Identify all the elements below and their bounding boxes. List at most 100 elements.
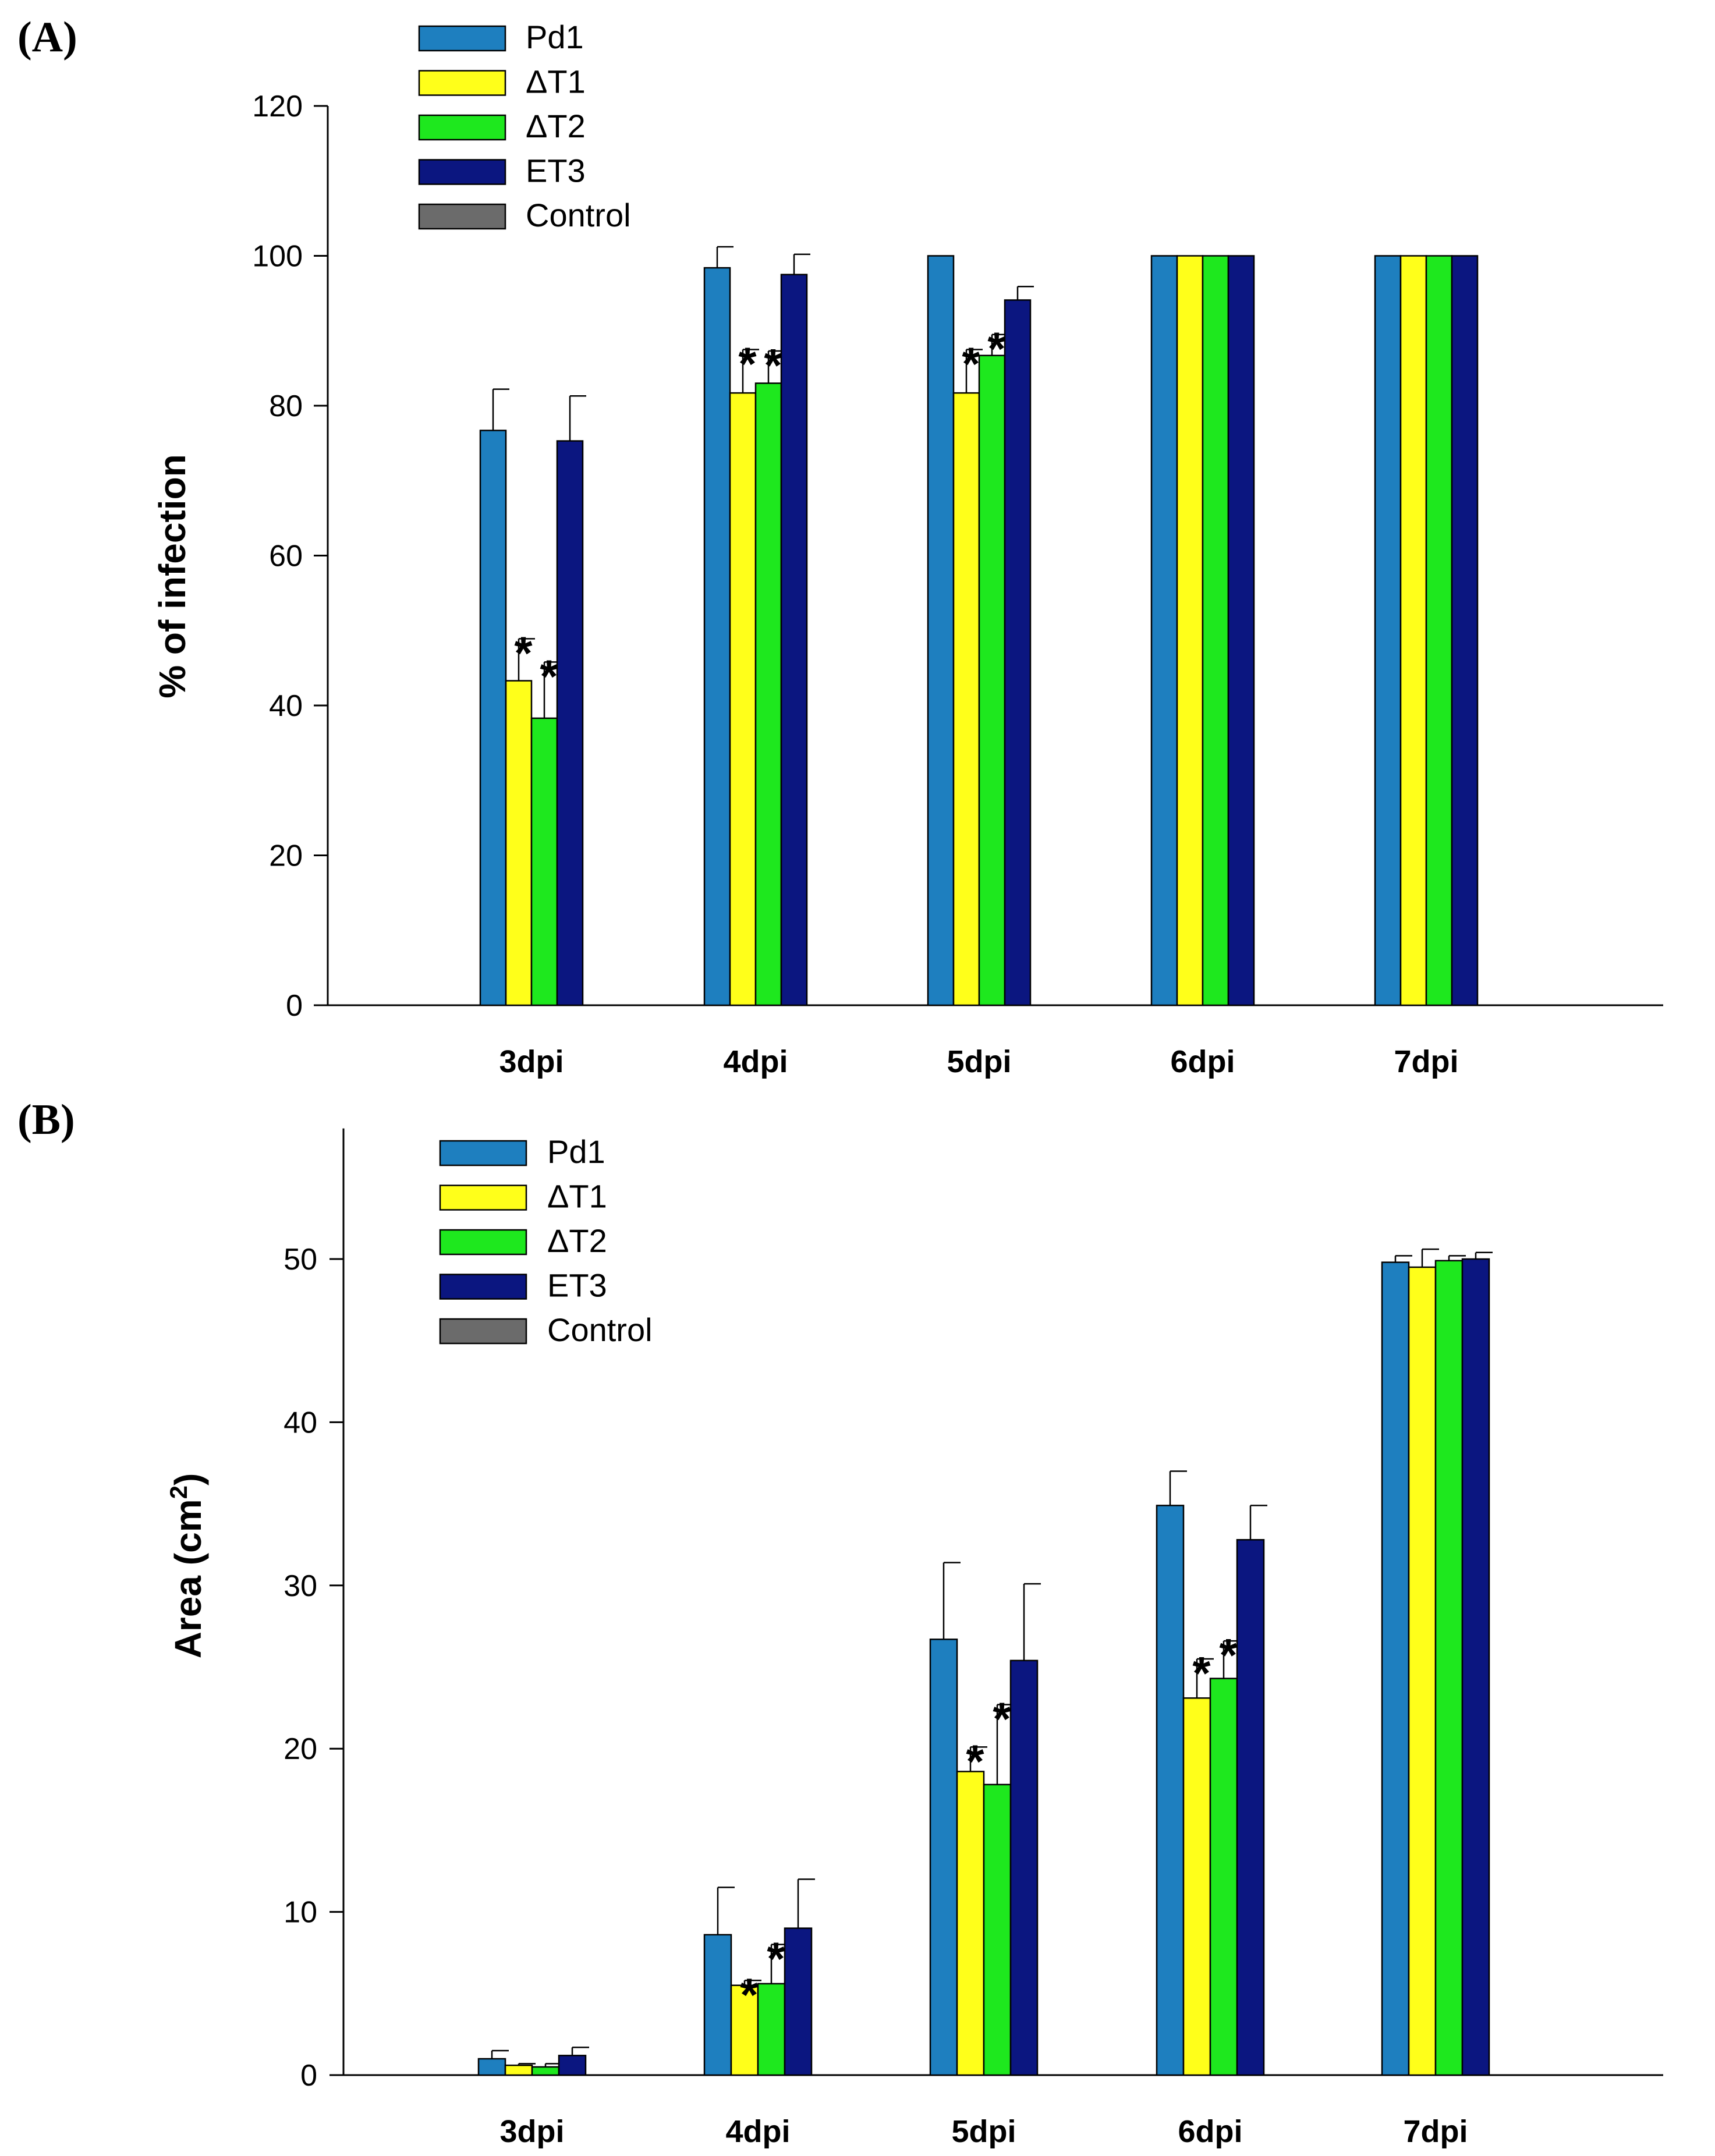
x-category-label: 3dpi bbox=[499, 1044, 564, 1079]
legend-swatch bbox=[439, 1185, 527, 1211]
y-tick-label: 120 bbox=[252, 90, 303, 123]
legend-label: Control bbox=[547, 1311, 653, 1348]
bar-pd1-7dpi bbox=[1381, 1261, 1410, 2076]
legend-swatch bbox=[439, 1140, 527, 1166]
x-category-label: 6dpi bbox=[1170, 1044, 1235, 1079]
legend-label: ΔT1 bbox=[547, 1178, 607, 1215]
y-tick-label: 20 bbox=[284, 1732, 317, 1766]
bar-t1-6dpi bbox=[1176, 255, 1204, 1006]
y-axis-label-b: Area (cm2) bbox=[165, 1473, 209, 1659]
bar-pd1-7dpi bbox=[1374, 255, 1402, 1006]
y-tick-label: 40 bbox=[269, 689, 303, 723]
bar-t1-5dpi bbox=[956, 1771, 985, 2076]
bar-et3-5dpi bbox=[1009, 1659, 1039, 2076]
bar-pd1-5dpi bbox=[929, 1639, 958, 2076]
significance-marker: * bbox=[987, 323, 1006, 375]
bar-t1-7dpi bbox=[1408, 1266, 1437, 2076]
bar-t2-4dpi bbox=[754, 382, 782, 1006]
bar-t1-6dpi bbox=[1182, 1697, 1211, 2076]
significance-marker: * bbox=[1192, 1647, 1211, 1699]
y-tick-label: 10 bbox=[284, 1896, 317, 1930]
bar-t1-4dpi bbox=[729, 392, 757, 1006]
y-tick-label: 80 bbox=[269, 389, 303, 423]
x-category-label: 4dpi bbox=[725, 2114, 790, 2149]
y-axis-label-end-b: ) bbox=[167, 1473, 209, 1485]
y-tick-label: 30 bbox=[284, 1569, 317, 1603]
y-tick-label: 40 bbox=[284, 1406, 317, 1439]
bar-t2-6dpi bbox=[1202, 255, 1229, 1006]
y-tick-label: 60 bbox=[269, 540, 303, 573]
bar-et3-7dpi bbox=[1461, 1258, 1490, 2076]
bar-t2-7dpi bbox=[1434, 1260, 1464, 2076]
significance-marker: * bbox=[764, 339, 782, 391]
x-category-label: 5dpi bbox=[951, 2114, 1016, 2149]
legend-swatch bbox=[439, 1274, 527, 1300]
bar-t1-4dpi bbox=[730, 1984, 759, 2076]
significance-marker: * bbox=[540, 650, 558, 702]
legend-label: ET3 bbox=[547, 1267, 607, 1304]
significance-marker: * bbox=[1219, 1629, 1238, 1681]
legend-swatch bbox=[418, 159, 506, 185]
significance-marker: * bbox=[966, 1735, 984, 1787]
bar-t2-7dpi bbox=[1425, 255, 1453, 1006]
bar-pd1-3dpi bbox=[477, 2058, 506, 2076]
bar-et3-3dpi bbox=[556, 440, 584, 1006]
bar-pd1-6dpi bbox=[1150, 255, 1178, 1006]
bar-et3-7dpi bbox=[1451, 255, 1479, 1006]
bar-pd1-5dpi bbox=[927, 255, 955, 1006]
panel-label-b: (B) bbox=[17, 1096, 75, 1144]
legend-swatch bbox=[439, 1318, 527, 1345]
x-category-label: 3dpi bbox=[499, 2114, 564, 2149]
bar-pd1-3dpi bbox=[479, 430, 507, 1006]
x-category-label: 5dpi bbox=[947, 1044, 1011, 1079]
legend-swatch bbox=[418, 203, 506, 230]
bar-et3-5dpi bbox=[1004, 299, 1032, 1006]
bar-t2-6dpi bbox=[1209, 1678, 1238, 2076]
significance-marker: * bbox=[514, 627, 533, 679]
bar-t1-3dpi bbox=[504, 2064, 533, 2076]
bar-et3-6dpi bbox=[1236, 1539, 1265, 2076]
significance-marker: * bbox=[767, 1933, 785, 1985]
legend-swatch bbox=[418, 70, 506, 96]
bar-t2-4dpi bbox=[757, 1983, 786, 2076]
bar-pd1-6dpi bbox=[1156, 1505, 1185, 2076]
significance-marker: * bbox=[738, 338, 757, 389]
bar-et3-4dpi bbox=[780, 274, 808, 1006]
bar-t1-5dpi bbox=[952, 392, 980, 1006]
bar-t2-3dpi bbox=[531, 2066, 560, 2076]
significance-marker: * bbox=[740, 1969, 759, 2020]
legend-swatch bbox=[439, 1229, 527, 1256]
significance-marker: * bbox=[993, 1693, 1011, 1744]
x-category-label: 4dpi bbox=[723, 1044, 788, 1079]
y-axis-label-text-b: Area (cm bbox=[167, 1499, 209, 1658]
legend-label: ET3 bbox=[526, 153, 586, 189]
y-tick-label: 20 bbox=[269, 839, 303, 873]
bar-et3-3dpi bbox=[558, 2055, 587, 2076]
y-tick-label: 0 bbox=[286, 989, 303, 1023]
bar-pd1-4dpi bbox=[703, 267, 731, 1006]
bar-et3-6dpi bbox=[1227, 255, 1255, 1006]
legend-label: ΔT2 bbox=[526, 108, 586, 144]
y-tick-label: 50 bbox=[284, 1243, 317, 1276]
bar-t2-3dpi bbox=[530, 717, 558, 1006]
bar-pd1-4dpi bbox=[703, 1934, 732, 2076]
bar-t2-5dpi bbox=[983, 1783, 1012, 2076]
bar-t2-5dpi bbox=[978, 354, 1006, 1006]
panel-label-a: (A) bbox=[17, 13, 77, 61]
legend-label: Control bbox=[526, 197, 631, 233]
legend-label: ΔT2 bbox=[547, 1222, 607, 1259]
y-tick-label: 0 bbox=[300, 2059, 317, 2093]
y-tick-label: 100 bbox=[252, 240, 303, 274]
y-axis-label-sup-b: 2 bbox=[165, 1485, 192, 1499]
legend-label: Pd1 bbox=[547, 1133, 605, 1170]
x-category-label: 7dpi bbox=[1394, 1044, 1458, 1079]
legend-label: ΔT1 bbox=[526, 63, 586, 100]
panel-a: (A) 0 20 40 60 80 100 120 3dpi 4dpi 5dpi 6dpi 7dpi *… bbox=[17, 13, 1663, 1079]
significance-marker: * bbox=[962, 338, 980, 389]
bar-t1-7dpi bbox=[1399, 255, 1427, 1006]
legend-swatch bbox=[418, 114, 506, 141]
legend-swatch bbox=[418, 25, 506, 52]
